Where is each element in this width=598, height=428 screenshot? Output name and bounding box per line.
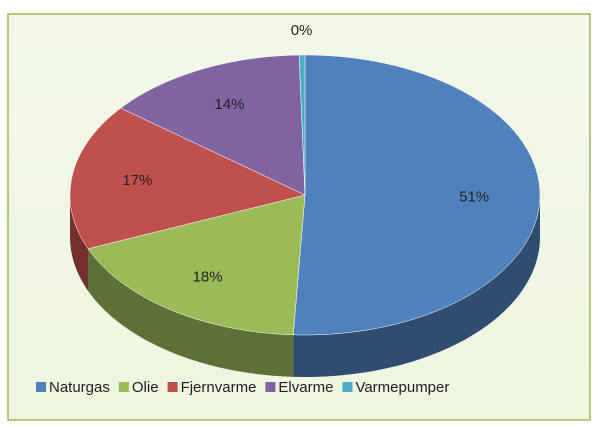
pie-slice — [298, 54, 306, 196]
legend-label: Olie — [132, 379, 159, 396]
data-label: 17% — [122, 172, 152, 189]
legend-swatch — [342, 382, 353, 392]
pie-slice — [69, 107, 306, 250]
data-label: 14% — [214, 96, 244, 113]
legend-swatch — [265, 382, 276, 392]
pie-slice — [292, 54, 541, 336]
legend-label: Varmepumper — [355, 379, 449, 396]
data-label: 51% — [459, 188, 489, 205]
legend-swatch — [36, 382, 46, 392]
pie-side — [88, 248, 294, 377]
legend-swatch — [118, 382, 129, 392]
legend-label: Fjernvarme — [181, 379, 257, 396]
legend-label: Elvarme — [278, 379, 333, 396]
legend-swatch — [167, 382, 178, 392]
data-label: 18% — [193, 268, 223, 285]
data-label: 0% — [291, 22, 313, 39]
pie-slice — [87, 194, 306, 336]
legend-label: Naturgas — [49, 379, 110, 396]
pie-side — [70, 195, 89, 291]
pie-slice — [120, 54, 306, 196]
pie-side — [293, 195, 540, 377]
